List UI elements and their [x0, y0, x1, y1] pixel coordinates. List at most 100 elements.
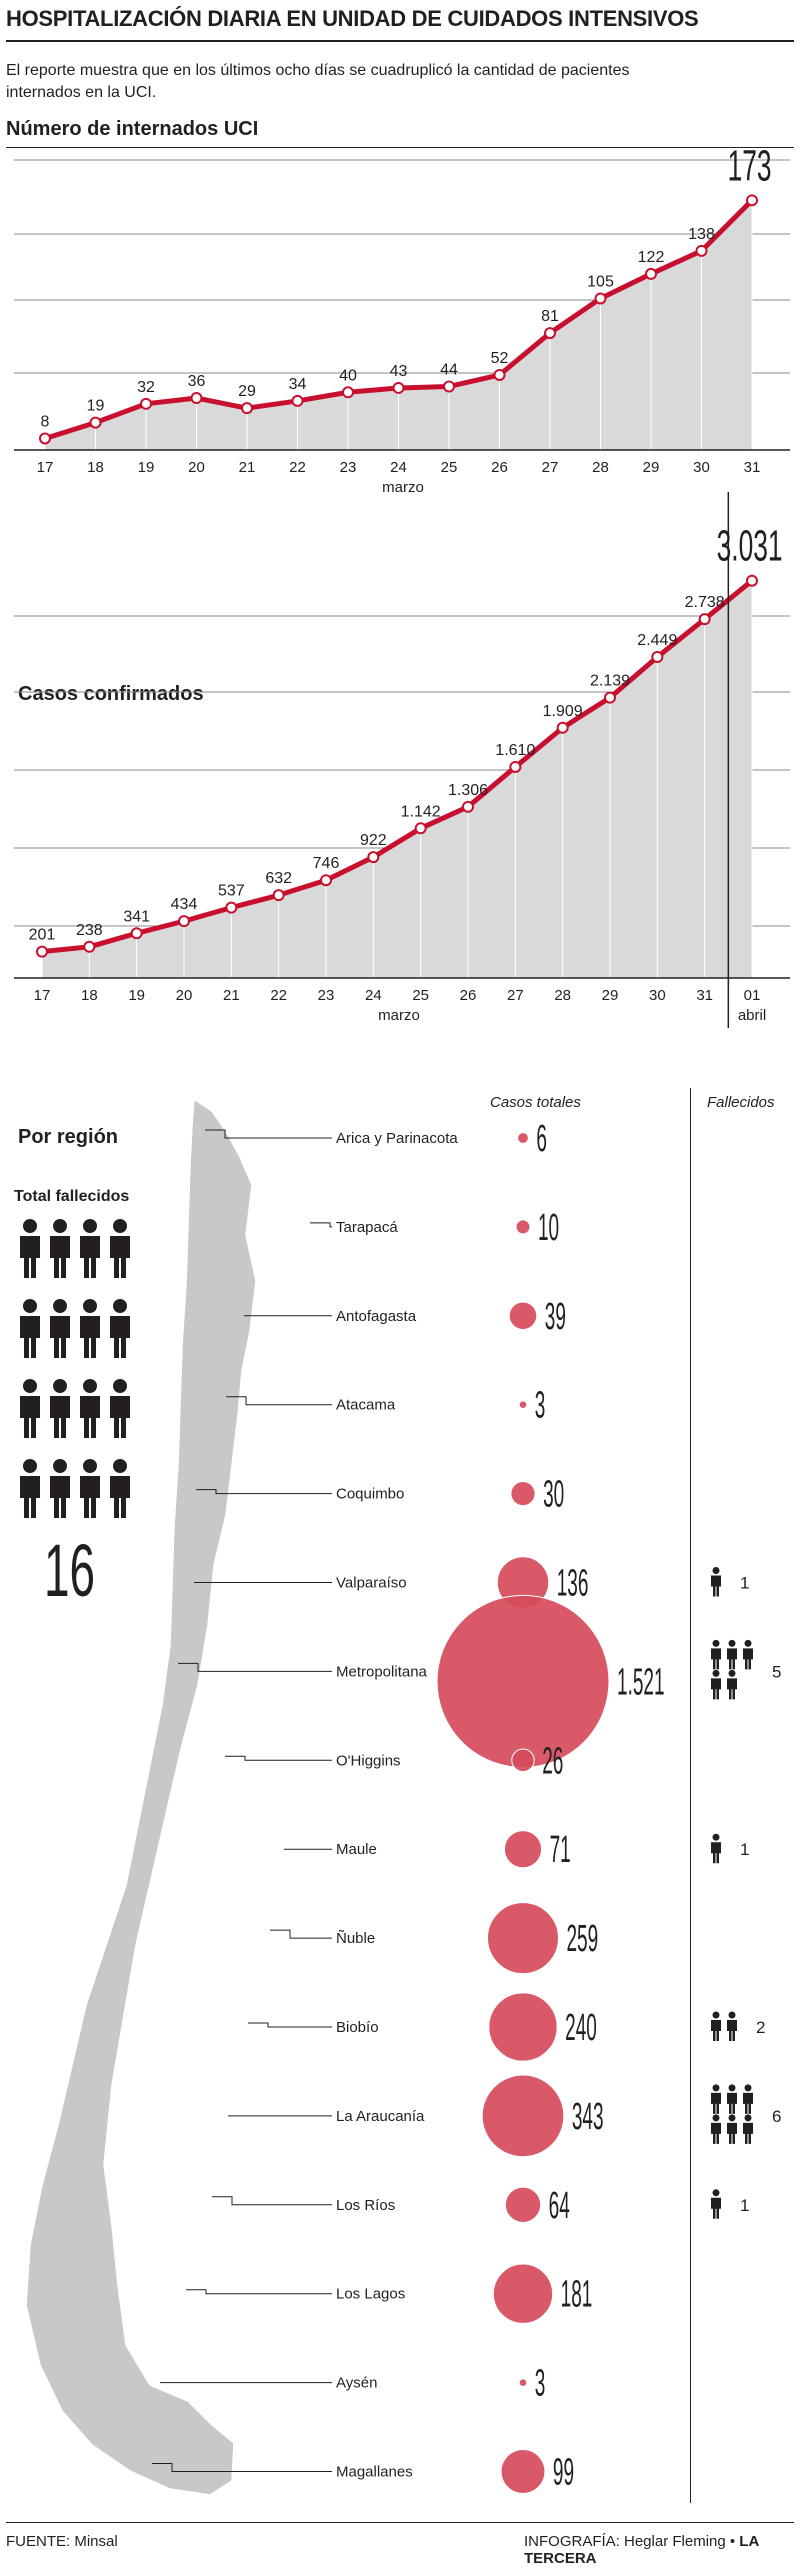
region-death-value: 1 — [740, 2196, 749, 2215]
region-leader-line — [248, 2022, 332, 2028]
person-icon-head — [712, 1669, 720, 1677]
total-person-head — [113, 1299, 127, 1313]
cases-tick-label: 19 — [128, 987, 145, 1004]
total-person-icon — [80, 1299, 100, 1358]
region-name-label: Maule — [336, 1841, 377, 1858]
cases-tick-label: 17 — [34, 987, 51, 1004]
region-leader-line — [152, 2463, 332, 2472]
uci-point — [39, 432, 51, 445]
person-icon — [711, 1567, 721, 1597]
region-name-label: Magallanes — [336, 2464, 413, 2481]
person-icon-body — [727, 2092, 737, 2114]
region-case-value: 3 — [535, 2363, 546, 2405]
uci-value-label: 34 — [289, 376, 307, 393]
uci-value-label: 43 — [390, 363, 408, 380]
total-person-body — [110, 1236, 130, 1278]
total-person-body — [80, 1476, 100, 1518]
cases-chart-title: Casos confirmados — [18, 683, 204, 705]
total-person-head — [53, 1299, 67, 1313]
total-person-icon — [110, 1459, 130, 1518]
region-case-bubble — [508, 1301, 538, 1331]
person-icon-body — [711, 2092, 721, 2114]
uci-point — [89, 416, 102, 429]
uci-point — [594, 292, 607, 305]
total-person-head — [23, 1459, 37, 1473]
region-case-value: 71 — [550, 1829, 571, 1871]
region-name-label: O'Higgins — [336, 1752, 401, 1769]
total-person-body — [110, 1316, 130, 1358]
region-case-bubble — [487, 1902, 559, 1975]
cases-point — [651, 650, 664, 663]
person-icon-body — [727, 1678, 737, 1700]
uci-value-label: 105 — [587, 273, 614, 290]
cases-tick-label: 29 — [602, 987, 619, 1004]
source-note: FUENTE: Minsal — [6, 2533, 118, 2550]
total-person-head — [53, 1459, 67, 1473]
total-person-body — [50, 1316, 70, 1358]
person-icon-head — [712, 1833, 720, 1841]
total-person-icon — [80, 1379, 100, 1438]
person-icon-head — [728, 2084, 736, 2092]
total-person-head — [23, 1219, 37, 1233]
cases-value-label: 201 — [29, 927, 56, 944]
person-icon-head — [712, 1567, 720, 1574]
uci-point — [392, 381, 405, 394]
cases-area-chart: 201 17 238 18 341 19 434 20 537 21 632 22 746 23 922 24… — [14, 492, 790, 1028]
region-case-value: 6 — [536, 1118, 547, 1160]
region-case-bubble — [500, 2449, 546, 2494]
total-person-head — [113, 1379, 127, 1393]
cases-value-label: 2.139 — [590, 673, 630, 690]
cases-point — [83, 940, 96, 953]
cases-point — [509, 760, 522, 773]
total-person-head — [23, 1379, 37, 1393]
cases-tick-label: 25 — [412, 987, 429, 1004]
person-icon-head — [712, 2189, 720, 2197]
uci-point — [342, 386, 354, 399]
cases-tick-label: 01 — [744, 987, 761, 1004]
uci-point — [645, 267, 657, 280]
total-person-body — [80, 1396, 100, 1438]
total-deaths-value: 16 — [44, 1529, 96, 1612]
title-rule — [6, 40, 794, 42]
total-person-head — [23, 1299, 37, 1313]
cases-tick-label: 31 — [696, 987, 713, 1004]
person-icon-body — [743, 2122, 753, 2144]
person-icon — [727, 2114, 737, 2144]
region-case-bubble — [518, 1400, 528, 1410]
region-case-bubble — [504, 2186, 542, 2223]
cases-tick-label: 28 — [554, 987, 571, 1004]
person-icon-body — [711, 2197, 721, 2219]
region-leader-line — [196, 1489, 332, 1495]
cases-point — [698, 613, 711, 626]
uci-point — [140, 397, 152, 410]
person-icon-head — [712, 2084, 720, 2092]
person-icon — [711, 2189, 721, 2219]
region-name-label: Atacama — [336, 1397, 396, 1414]
total-person-head — [53, 1219, 67, 1233]
region-case-value: 3 — [535, 1385, 546, 1427]
region-leader-line — [212, 2196, 332, 2206]
region-case-bubble — [492, 2263, 554, 2324]
total-person-icon — [110, 1379, 130, 1438]
cases-value-label: 1.306 — [448, 782, 488, 799]
person-icon-body — [727, 2122, 737, 2144]
uci-tick-label: 22 — [289, 459, 306, 476]
total-person-body — [80, 1236, 100, 1278]
region-name-label: Valparaíso — [336, 1575, 407, 1592]
region-case-value: 10 — [538, 1207, 559, 1249]
region-case-bubble — [436, 1594, 610, 1768]
total-person-icon — [20, 1299, 40, 1358]
cases-series-line — [41, 578, 754, 955]
cases-value-label: 238 — [76, 922, 103, 939]
uci-value-label: 36 — [188, 373, 206, 390]
total-person-head — [83, 1219, 97, 1233]
uci-tick-label: 23 — [340, 459, 357, 476]
total-person-icon — [50, 1219, 70, 1278]
cases-tick-label: 22 — [270, 987, 287, 1004]
region-case-bubble — [517, 1132, 529, 1144]
total-person-head — [83, 1459, 97, 1473]
person-icon-head — [712, 2011, 720, 2019]
uci-tick-label: 20 — [188, 459, 205, 476]
region-death-value: 6 — [772, 2107, 781, 2126]
person-icon-body — [727, 1648, 737, 1670]
